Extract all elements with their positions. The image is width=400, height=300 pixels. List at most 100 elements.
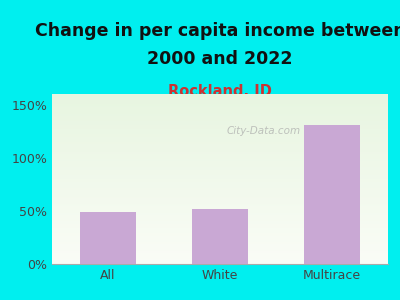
Bar xyxy=(52,126,388,127)
Bar xyxy=(52,120,388,121)
Bar xyxy=(52,192,388,193)
Bar xyxy=(52,158,388,159)
Bar xyxy=(52,218,388,219)
Bar xyxy=(52,188,388,189)
Bar xyxy=(52,202,388,203)
Bar xyxy=(52,181,388,182)
Bar xyxy=(52,146,388,147)
Bar xyxy=(52,165,388,166)
Bar xyxy=(52,256,388,257)
Bar xyxy=(52,143,388,144)
Bar xyxy=(52,262,388,263)
Bar xyxy=(52,129,388,130)
Bar xyxy=(52,167,388,168)
Bar xyxy=(52,221,388,222)
Bar xyxy=(52,161,388,162)
Bar xyxy=(52,240,388,241)
Bar xyxy=(52,251,388,252)
Bar xyxy=(52,261,388,262)
Bar xyxy=(52,98,388,99)
Bar xyxy=(304,125,360,264)
Bar xyxy=(52,95,388,96)
Bar xyxy=(52,253,388,254)
Bar xyxy=(52,239,388,240)
Bar xyxy=(52,151,388,152)
Bar xyxy=(52,123,388,124)
Bar xyxy=(52,175,388,176)
Bar xyxy=(52,132,388,133)
Bar xyxy=(52,147,388,148)
Bar xyxy=(52,128,388,129)
Bar xyxy=(52,208,388,209)
Bar xyxy=(52,149,388,150)
Bar xyxy=(52,184,388,185)
Bar xyxy=(52,124,388,125)
Bar xyxy=(52,157,388,158)
Bar xyxy=(52,113,388,114)
Bar xyxy=(52,234,388,235)
Bar xyxy=(52,195,388,196)
Bar xyxy=(52,140,388,141)
Bar xyxy=(52,179,388,180)
Bar xyxy=(52,222,388,223)
Bar xyxy=(52,138,388,139)
Bar xyxy=(52,136,388,137)
Bar xyxy=(52,172,388,173)
Bar xyxy=(52,219,388,220)
Bar xyxy=(52,112,388,113)
Bar xyxy=(52,145,388,146)
Bar xyxy=(52,94,388,95)
Bar xyxy=(52,168,388,169)
Bar xyxy=(52,263,388,264)
Text: 2000 and 2022: 2000 and 2022 xyxy=(147,50,293,68)
Bar xyxy=(52,189,388,190)
Bar xyxy=(52,235,388,236)
Bar xyxy=(52,142,388,143)
Bar xyxy=(52,238,388,239)
Bar xyxy=(52,109,388,110)
Bar xyxy=(52,216,388,217)
Bar xyxy=(52,187,388,188)
Bar xyxy=(52,260,388,261)
Bar xyxy=(52,173,388,174)
Bar xyxy=(52,252,388,253)
Bar xyxy=(52,114,388,115)
Bar xyxy=(52,191,388,192)
Bar xyxy=(52,102,388,103)
Bar xyxy=(52,255,388,256)
Bar xyxy=(52,144,388,145)
Bar xyxy=(52,196,388,197)
Bar xyxy=(52,248,388,249)
Bar xyxy=(52,226,388,227)
Bar xyxy=(52,247,388,248)
Bar xyxy=(52,122,388,123)
Bar xyxy=(52,106,388,107)
Bar xyxy=(52,230,388,231)
Bar xyxy=(52,217,388,218)
Bar xyxy=(52,194,388,195)
Bar xyxy=(52,176,388,177)
Bar xyxy=(52,127,388,128)
Bar xyxy=(52,100,388,101)
Bar xyxy=(52,232,388,233)
Bar xyxy=(52,236,388,237)
Bar xyxy=(52,241,388,242)
Bar xyxy=(52,97,388,98)
Bar xyxy=(52,223,388,224)
Bar xyxy=(52,110,388,111)
Bar xyxy=(52,193,388,194)
Bar xyxy=(52,117,388,118)
Bar xyxy=(52,103,388,104)
Bar xyxy=(52,259,388,260)
Bar xyxy=(52,164,388,165)
Bar xyxy=(52,209,388,210)
Text: City-Data.com: City-Data.com xyxy=(227,126,301,136)
Bar xyxy=(192,209,248,264)
Bar xyxy=(52,180,388,181)
Bar xyxy=(52,156,388,157)
Bar xyxy=(52,220,388,221)
Bar xyxy=(52,163,388,164)
Bar xyxy=(52,115,388,116)
Bar xyxy=(52,133,388,134)
Bar xyxy=(52,119,388,120)
